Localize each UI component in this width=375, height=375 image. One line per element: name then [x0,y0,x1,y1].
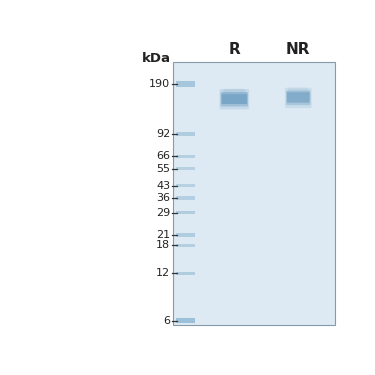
Text: kDa: kDa [142,52,171,65]
FancyBboxPatch shape [287,93,310,103]
Text: NR: NR [286,42,310,57]
FancyBboxPatch shape [176,244,195,247]
Text: R: R [228,42,240,57]
FancyBboxPatch shape [289,88,308,89]
FancyBboxPatch shape [176,272,195,275]
FancyBboxPatch shape [286,92,310,94]
FancyBboxPatch shape [223,90,246,92]
FancyBboxPatch shape [222,94,247,104]
Text: 36: 36 [156,193,170,203]
FancyBboxPatch shape [176,167,195,171]
FancyBboxPatch shape [176,81,195,87]
Text: 6: 6 [164,316,170,326]
FancyBboxPatch shape [286,91,310,105]
FancyBboxPatch shape [176,318,195,323]
Text: 29: 29 [156,208,170,218]
Text: 66: 66 [156,152,170,161]
Text: 18: 18 [156,240,170,250]
Text: 43: 43 [156,181,170,191]
FancyBboxPatch shape [221,94,248,95]
FancyBboxPatch shape [285,88,312,108]
FancyBboxPatch shape [176,184,195,188]
FancyBboxPatch shape [288,90,309,92]
FancyBboxPatch shape [176,196,195,200]
FancyBboxPatch shape [288,89,308,90]
FancyBboxPatch shape [287,91,309,93]
FancyBboxPatch shape [219,89,249,110]
FancyBboxPatch shape [173,62,334,325]
Text: 190: 190 [149,79,170,89]
FancyBboxPatch shape [222,92,246,93]
Text: 21: 21 [156,230,170,240]
FancyBboxPatch shape [176,155,195,158]
FancyBboxPatch shape [220,92,248,106]
Text: 12: 12 [156,268,170,278]
FancyBboxPatch shape [176,233,195,237]
FancyBboxPatch shape [222,93,247,94]
Text: 55: 55 [156,164,170,174]
Text: 92: 92 [156,129,170,139]
FancyBboxPatch shape [176,211,195,214]
FancyBboxPatch shape [176,132,195,135]
FancyBboxPatch shape [224,89,245,90]
